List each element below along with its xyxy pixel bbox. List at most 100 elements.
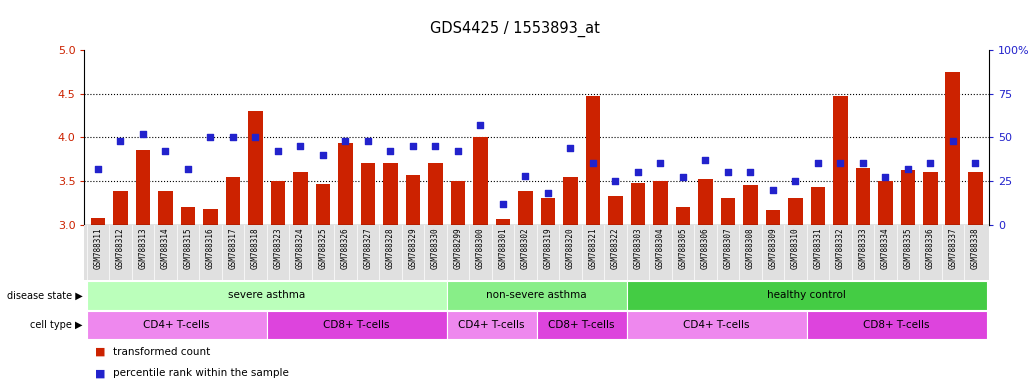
Point [922, 161, 938, 167]
Text: GSM788330: GSM788330 [431, 227, 440, 269]
Text: GSM788335: GSM788335 [903, 227, 913, 269]
Text: GSM788329: GSM788329 [409, 227, 417, 269]
Text: GSM788315: GSM788315 [183, 227, 193, 269]
Point [967, 161, 984, 167]
Text: GSM788311: GSM788311 [94, 227, 102, 269]
Point [405, 143, 421, 149]
Point [629, 169, 646, 175]
Bar [271, 181, 285, 225]
Bar [338, 143, 352, 225]
Point [270, 148, 286, 154]
Text: GSM788316: GSM788316 [206, 227, 215, 269]
Point [427, 143, 444, 149]
Bar [294, 172, 308, 225]
Bar [806, 311, 987, 339]
Bar [630, 183, 645, 225]
Bar [87, 311, 267, 339]
Text: GSM788313: GSM788313 [138, 227, 147, 269]
Text: transformed count: transformed count [113, 347, 210, 357]
Bar [87, 281, 447, 310]
Point [855, 161, 871, 167]
Text: ■: ■ [95, 368, 105, 378]
Bar [676, 207, 690, 225]
Bar [180, 207, 196, 225]
Bar [91, 218, 105, 225]
Point [359, 138, 376, 144]
Text: GSM788323: GSM788323 [273, 227, 282, 269]
Point [810, 161, 826, 167]
Point [202, 134, 218, 141]
Point [179, 166, 196, 172]
Bar [765, 210, 780, 225]
Point [899, 166, 916, 172]
Point [787, 178, 803, 184]
Text: severe asthma: severe asthma [228, 290, 305, 301]
Text: GSM788334: GSM788334 [881, 227, 890, 269]
Text: ■: ■ [95, 347, 105, 357]
Text: GSM788300: GSM788300 [476, 227, 485, 269]
Bar [923, 172, 937, 225]
Bar [743, 185, 758, 225]
Text: disease state ▶: disease state ▶ [6, 290, 82, 301]
Bar [360, 164, 375, 225]
Bar [450, 181, 466, 225]
Text: GSM788332: GSM788332 [835, 227, 845, 269]
Text: GSM788308: GSM788308 [746, 227, 755, 269]
Bar [900, 170, 915, 225]
Text: GSM788314: GSM788314 [161, 227, 170, 269]
Point [494, 200, 511, 207]
Point [315, 152, 332, 158]
Point [293, 143, 309, 149]
Text: CD4+ T-cells: CD4+ T-cells [143, 320, 210, 330]
Bar [541, 199, 555, 225]
Bar [856, 168, 870, 225]
Text: CD8+ T-cells: CD8+ T-cells [548, 320, 615, 330]
Text: percentile rank within the sample: percentile rank within the sample [113, 368, 289, 378]
Bar [608, 196, 623, 225]
Bar [495, 218, 510, 225]
Point [832, 161, 849, 167]
Text: GSM788320: GSM788320 [565, 227, 575, 269]
Text: CD4+ T-cells: CD4+ T-cells [458, 320, 525, 330]
Point [720, 169, 736, 175]
Point [764, 187, 781, 193]
Text: CD8+ T-cells: CD8+ T-cells [323, 320, 390, 330]
Text: GSM788301: GSM788301 [499, 227, 508, 269]
Bar [626, 281, 987, 310]
Bar [473, 137, 487, 225]
Bar [586, 96, 600, 225]
Bar [878, 181, 893, 225]
Point [135, 131, 151, 137]
Bar [811, 187, 825, 225]
Text: GSM788337: GSM788337 [949, 227, 957, 269]
Text: GSM788322: GSM788322 [611, 227, 620, 269]
Text: GSM788317: GSM788317 [229, 227, 238, 269]
Text: GDS4425 / 1553893_at: GDS4425 / 1553893_at [431, 21, 599, 37]
Bar [84, 225, 989, 280]
Text: GSM788326: GSM788326 [341, 227, 350, 269]
Point [878, 174, 894, 180]
Point [382, 148, 399, 154]
Point [225, 134, 241, 141]
Text: GSM788306: GSM788306 [700, 227, 710, 269]
Text: CD4+ T-cells: CD4+ T-cells [683, 320, 750, 330]
Bar [428, 164, 443, 225]
Point [697, 157, 714, 163]
Bar [406, 175, 420, 225]
Bar [447, 311, 537, 339]
Bar [946, 72, 960, 225]
Text: GSM788318: GSM788318 [251, 227, 260, 269]
Point [945, 138, 961, 144]
Point [562, 145, 579, 151]
Bar [518, 192, 533, 225]
Text: GSM788333: GSM788333 [858, 227, 867, 269]
Bar [563, 177, 578, 225]
Point [585, 161, 602, 167]
Bar [383, 164, 398, 225]
Text: healthy control: healthy control [767, 290, 846, 301]
Text: GSM788305: GSM788305 [679, 227, 687, 269]
Point [652, 161, 668, 167]
Point [472, 122, 488, 128]
Bar [267, 311, 447, 339]
Bar [833, 96, 848, 225]
